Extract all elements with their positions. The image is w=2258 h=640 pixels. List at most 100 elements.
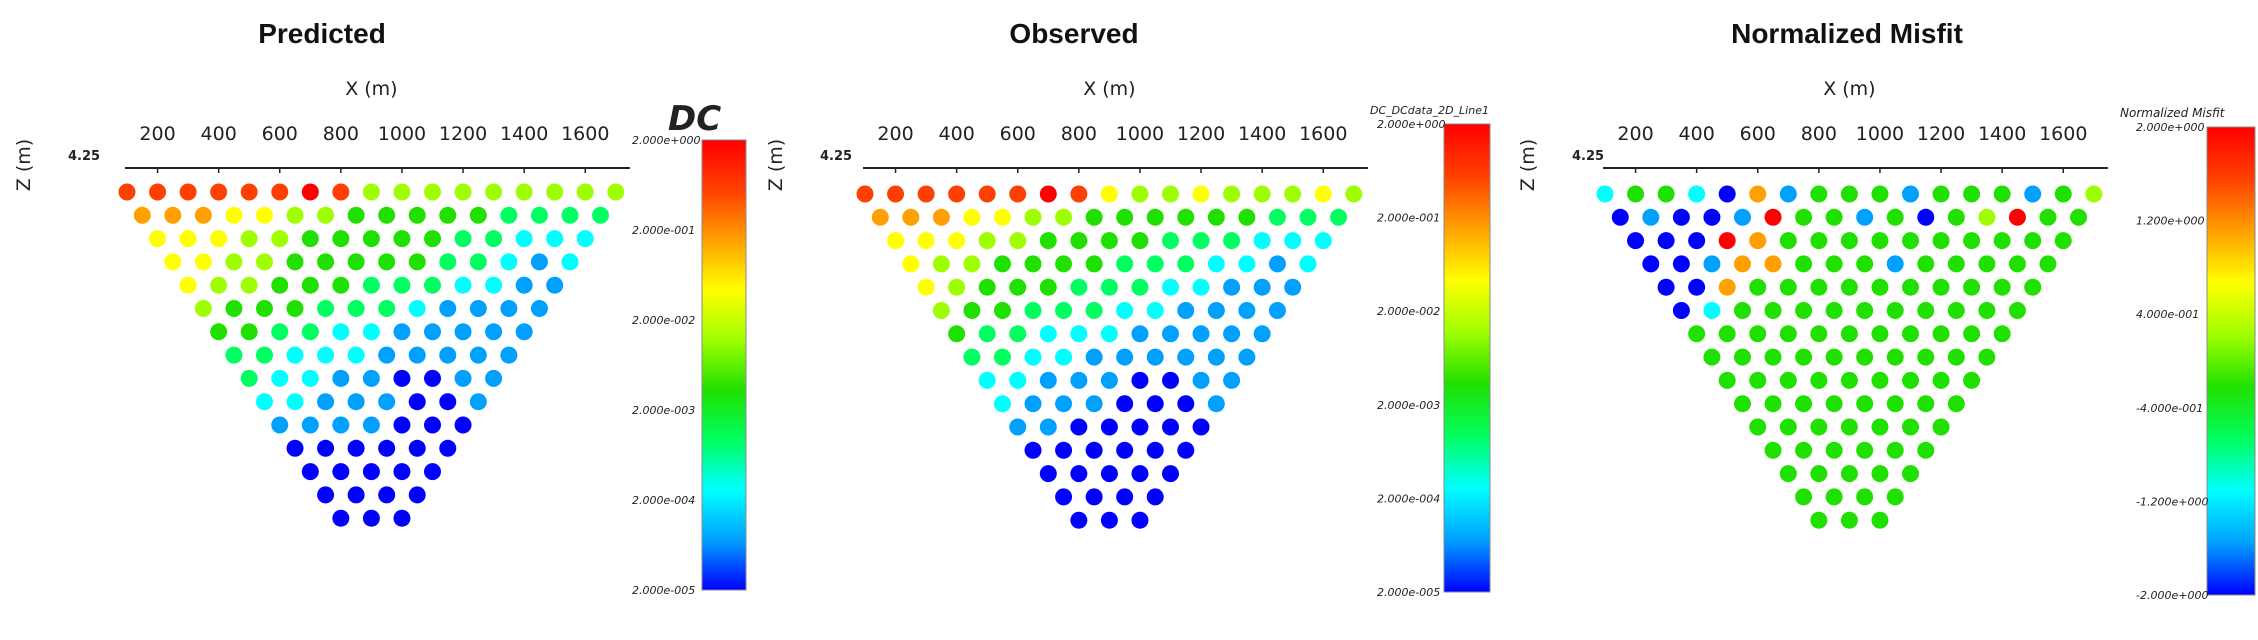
z-axis-label: Z (m) (765, 139, 787, 191)
data-point (1116, 255, 1134, 273)
data-point (1085, 255, 1103, 273)
data-point (1100, 278, 1118, 296)
data-point (286, 346, 304, 364)
colorbar (1443, 123, 1491, 593)
data-point (1657, 278, 1675, 296)
data-point (210, 323, 228, 341)
data-point (1703, 302, 1721, 319)
data-point (1009, 278, 1027, 296)
data-point (1978, 348, 1996, 366)
data-point (1253, 278, 1271, 296)
colorbar-tick-label: -1.200e+000 (2136, 495, 2208, 508)
data-point (1024, 255, 1042, 273)
data-point (1886, 441, 1904, 459)
data-point (530, 253, 548, 271)
data-point (240, 276, 258, 294)
data-point (485, 230, 503, 248)
data-point (1947, 395, 1965, 413)
data-point (500, 300, 518, 317)
colorbar-tick-label: -4.000e-001 (2136, 402, 2203, 415)
data-point (1779, 371, 1797, 389)
data-point (1978, 208, 1996, 226)
x-tick-label: 600 (1000, 123, 1036, 145)
misfit-chart: X (m) 200 400 600 800 1000 1200 1400 1600 Z (m) 4.… (1517, 78, 2256, 602)
data-point (362, 416, 380, 434)
data-point (1764, 441, 1782, 459)
data-point (1764, 208, 1782, 226)
data-point (454, 369, 472, 387)
data-point (1764, 395, 1782, 413)
x-tick-label: 1200 (439, 123, 487, 145)
data-point (1688, 185, 1706, 203)
x-tick-label: 1600 (561, 123, 609, 145)
data-point (1703, 255, 1721, 273)
data-point (393, 369, 411, 387)
data-point (286, 300, 304, 317)
data-point (408, 300, 426, 317)
data-point (978, 185, 996, 203)
data-point (978, 371, 996, 389)
data-point (1330, 208, 1348, 226)
data-point (1856, 208, 1874, 226)
data-point (1223, 325, 1241, 343)
x-tick-label: 800 (1061, 123, 1097, 145)
data-point (887, 232, 905, 250)
data-point (1947, 255, 1965, 273)
data-point (1009, 232, 1027, 250)
data-point (1192, 232, 1210, 250)
data-point (255, 300, 273, 317)
data-point (1840, 232, 1858, 250)
data-point (1840, 465, 1858, 483)
data-point (332, 230, 350, 248)
data-point (1749, 325, 1767, 343)
data-point (301, 323, 319, 341)
data-point (1810, 278, 1828, 296)
data-point (362, 183, 380, 201)
data-point (424, 416, 441, 434)
data-point (2070, 208, 2088, 226)
data-point (1795, 348, 1813, 366)
data-point (347, 206, 365, 224)
data-point (439, 346, 457, 364)
data-point (576, 183, 594, 201)
data-point (1871, 232, 1889, 250)
data-point (1902, 371, 1919, 389)
x-tick-label: 200 (1617, 123, 1653, 145)
data-point (255, 206, 273, 224)
data-point (362, 369, 380, 387)
data-point (1825, 302, 1843, 319)
data-point (469, 300, 487, 317)
data-point (1993, 232, 2011, 250)
data-point (1703, 348, 1721, 366)
data-point (1917, 255, 1935, 273)
data-point (1268, 208, 1286, 226)
data-point (240, 183, 258, 201)
data-point (1718, 325, 1736, 343)
data-point (607, 183, 625, 201)
data-point (1627, 232, 1645, 250)
data-point (1024, 395, 1042, 413)
data-point (255, 393, 273, 411)
data-point (424, 183, 441, 201)
x-tick-label: 1200 (1177, 123, 1225, 145)
data-point (515, 323, 533, 341)
data-point (424, 323, 441, 341)
data-point (978, 232, 996, 250)
data-point (194, 300, 212, 317)
data-point (1070, 511, 1088, 529)
data-point (1039, 371, 1057, 389)
data-point (225, 253, 243, 271)
data-point (1871, 325, 1889, 343)
data-point (856, 185, 874, 203)
data-point (1100, 185, 1118, 203)
data-point (1978, 302, 1996, 319)
data-point (1070, 465, 1088, 483)
data-point (1116, 208, 1134, 226)
data-point (1932, 185, 1950, 203)
data-point (1856, 488, 1874, 506)
data-point (1177, 255, 1195, 273)
data-point (1116, 348, 1134, 366)
data-point (1085, 348, 1103, 366)
data-point (1070, 232, 1088, 250)
data-point (1314, 185, 1332, 203)
